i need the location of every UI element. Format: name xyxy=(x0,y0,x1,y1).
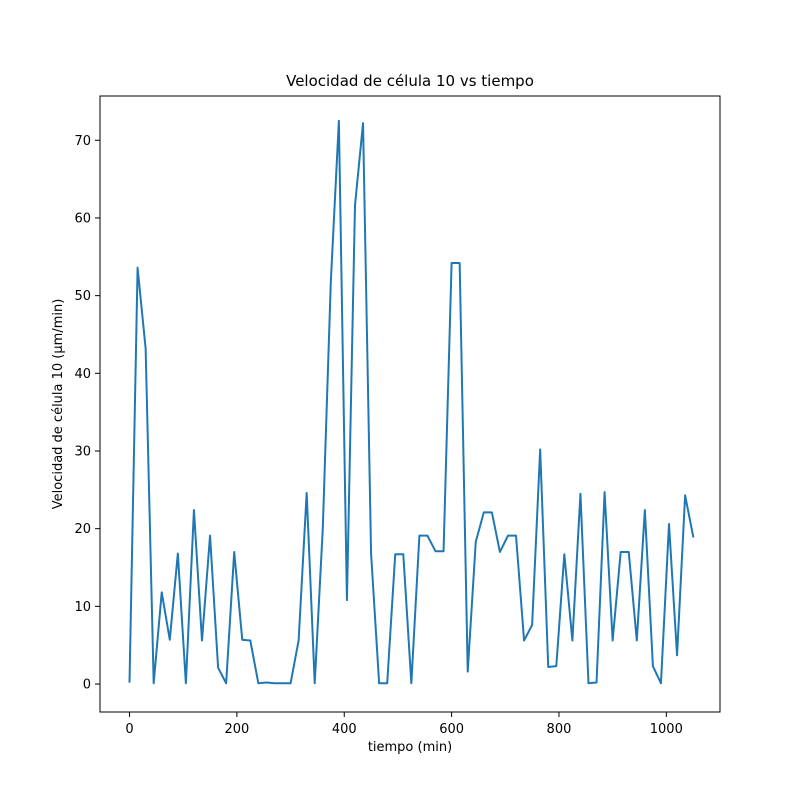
axes-frame xyxy=(99,95,721,713)
x-tick-label: 600 xyxy=(439,722,464,737)
chart-title: Velocidad de célula 10 vs tiempo xyxy=(286,72,534,90)
y-axis-label: Velocidad de célula 10 (μm/min) xyxy=(51,299,66,510)
x-tick-label: 200 xyxy=(224,722,249,737)
y-tick-label: 50 xyxy=(74,289,91,304)
y-tick-label: 30 xyxy=(74,444,91,459)
y-tick-label: 70 xyxy=(74,134,91,149)
y-tick-label: 20 xyxy=(74,522,91,537)
x-axis-label: tiempo (min) xyxy=(368,740,452,755)
y-tick-label: 40 xyxy=(74,367,91,382)
x-tick-label: 800 xyxy=(547,722,572,737)
y-tick-label: 10 xyxy=(74,600,91,615)
y-tick-label: 60 xyxy=(74,211,91,226)
series-line xyxy=(128,119,695,685)
x-tick-label: 0 xyxy=(125,722,133,737)
x-tick-label: 1000 xyxy=(650,722,683,737)
y-tick-label: 0 xyxy=(83,678,91,693)
plot-area: 0 200 400 600 800 1000 0 10 20 30 40 50 60 70 xyxy=(74,95,721,737)
x-tick-label: 400 xyxy=(332,722,357,737)
